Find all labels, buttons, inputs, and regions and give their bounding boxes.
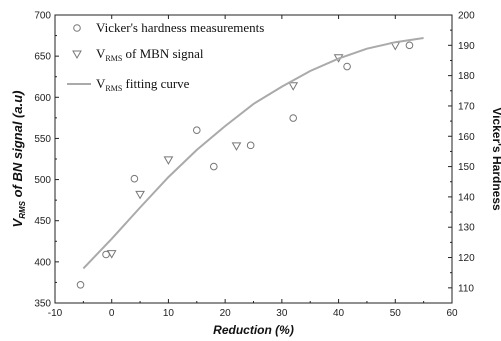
y-right-tick-label: 160	[458, 132, 475, 143]
x-tick-label: 10	[163, 308, 175, 319]
y-left-tick-label: 450	[34, 216, 51, 227]
x-tick-label: 60	[446, 308, 458, 319]
y-left-tick-label: 500	[34, 175, 51, 186]
x-tick-label: 0	[109, 308, 115, 319]
y-left-tick-label: 550	[34, 134, 51, 145]
y-right-tick-label: 180	[458, 71, 475, 82]
hardness-point	[130, 174, 139, 183]
legend-label: VRMS of MBN signal	[96, 46, 204, 63]
legend-label: Vicker's hardness measurements	[96, 20, 264, 35]
x-tick-label: -10	[48, 308, 63, 319]
x-tick-label: 30	[276, 308, 288, 319]
mbn-point	[106, 250, 117, 259]
y-right-tick-label: 200	[458, 11, 475, 22]
legend-label: VRMS fitting curve	[96, 76, 190, 93]
mbn-point	[163, 156, 174, 165]
x-tick-label: 50	[390, 308, 402, 319]
mbn-point	[231, 142, 242, 151]
hardness-point	[289, 114, 298, 122]
y-right-tick-label: 120	[458, 253, 475, 264]
y-right-tick-label: 110	[458, 283, 474, 294]
y-left-tick-label: 600	[34, 93, 51, 104]
x-tick-label: 40	[333, 308, 345, 319]
y-left-tick-label: 350	[34, 299, 51, 310]
mbn-point	[135, 190, 145, 200]
hardness-point	[246, 141, 255, 150]
hardness-point	[102, 250, 110, 259]
y-right-tick-label: 140	[458, 192, 475, 203]
legend-marker-circle	[73, 24, 81, 32]
hardness-point	[210, 162, 218, 171]
mbn-point	[288, 82, 299, 91]
y-right-axis-title: Vicker's Hardness	[490, 107, 501, 211]
hardness-point	[405, 41, 414, 50]
y-left-tick-label: 700	[34, 11, 51, 22]
x-tick-label: 20	[220, 308, 232, 319]
y-right-tick-label: 130	[458, 223, 475, 234]
legend-marker-triangle	[72, 50, 82, 60]
hardness-point	[192, 126, 201, 134]
hardness-point	[343, 62, 351, 71]
y-right-tick-label: 190	[458, 41, 475, 52]
fitting-curve-line	[82, 37, 424, 270]
y-right-tick-label: 150	[458, 162, 475, 173]
y-right-tick-label: 170	[458, 101, 475, 112]
x-axis-title: Reduction (%)	[213, 323, 294, 337]
y-left-tick-label: 650	[34, 52, 51, 63]
y-left-axis-title: VRMS of BN signal (a.u)	[10, 91, 27, 228]
y-left-tick-label: 400	[34, 257, 51, 268]
hardness-point	[76, 281, 85, 289]
